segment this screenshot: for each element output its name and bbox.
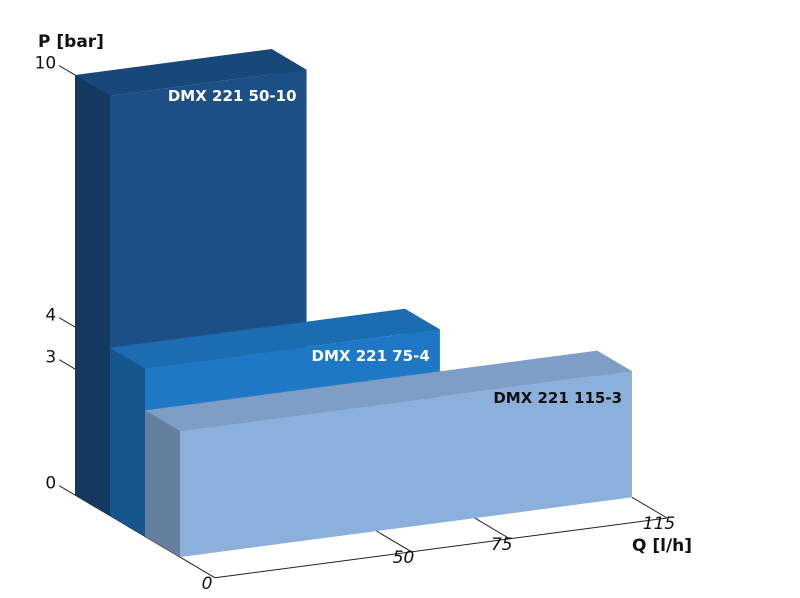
y-tick-label: 0 [45,474,56,494]
bar-label: DMX 221 75-4 [312,347,430,365]
y-axis-label: P [bar] [38,32,104,52]
bar-top [145,350,632,432]
x-tick-line [376,530,412,553]
bar-left-side [110,347,145,537]
x-tick-line [474,517,511,540]
bar-label: DMX 221 50-10 [168,87,297,105]
bar-top [110,308,440,369]
x-tick-label: 75 [491,535,513,555]
bar-label: DMX 221 115-3 [493,389,622,407]
bar-left-side [145,410,180,558]
y-tick-label: 10 [35,54,57,74]
bar-front [180,371,632,558]
x-tick-label: 115 [643,514,675,534]
x-axis-line [214,517,668,579]
bar-left-side [75,75,110,516]
bar-top [75,48,307,96]
x-tick-label: 50 [393,548,415,568]
x-axis-label: Q [l/h] [632,536,692,556]
x-tick-label: 0 [202,574,213,594]
y-tick-label: 3 [45,348,56,368]
y-tick-label: 4 [45,306,56,326]
x-tick-line [631,496,668,519]
